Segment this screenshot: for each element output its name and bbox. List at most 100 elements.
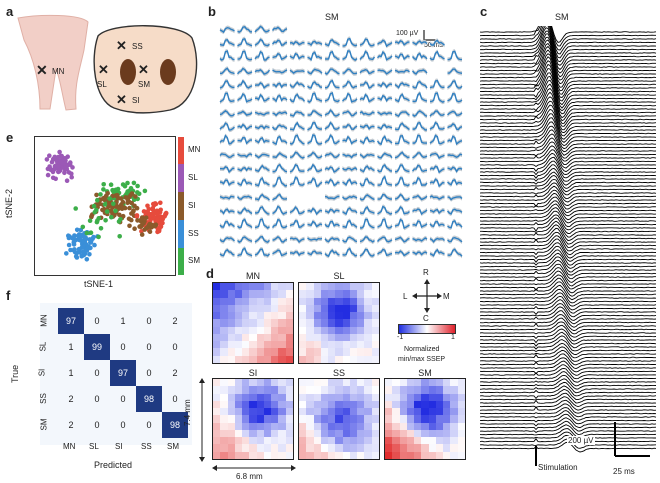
heatmap-cell xyxy=(306,444,315,453)
trace-line xyxy=(342,236,358,243)
trace-line xyxy=(359,153,375,159)
tsne-point xyxy=(102,197,107,202)
trace-line xyxy=(307,220,323,228)
trace-line xyxy=(429,220,445,228)
trace-line xyxy=(429,134,445,145)
heatmap-cell xyxy=(313,348,322,357)
heatmap-cell xyxy=(335,422,344,431)
trace-line xyxy=(254,125,270,130)
heatmap-cell xyxy=(234,348,243,357)
heatmap-cell xyxy=(278,444,287,453)
heatmap-cell xyxy=(450,437,459,445)
heatmap-cell xyxy=(278,400,287,409)
tsne-point xyxy=(91,203,97,209)
tsne-point xyxy=(79,254,84,259)
ssep-trace xyxy=(480,217,657,234)
heatmap-cell xyxy=(227,408,236,416)
ssep-trace xyxy=(480,403,657,414)
heatmap-cell xyxy=(406,437,415,445)
tsne-point xyxy=(64,251,69,256)
heatmap-cell xyxy=(299,386,307,395)
heatmap-cell xyxy=(306,326,315,335)
heatmap-cell xyxy=(278,386,287,395)
heatmap-cell xyxy=(249,429,258,438)
trace-line xyxy=(429,50,445,61)
trace-band xyxy=(220,37,235,48)
heatmap-cell xyxy=(392,379,401,387)
heatmap-cell xyxy=(364,451,373,459)
ssep-trace xyxy=(480,171,657,189)
tsne-point xyxy=(62,161,67,166)
heatmap-cell xyxy=(385,393,393,402)
heatmap-cell xyxy=(213,283,221,291)
heatmap-cell xyxy=(371,319,379,328)
mn-x-marker-icon: ✕ xyxy=(36,62,48,78)
compass-arrows-icon xyxy=(412,279,442,313)
trace-line xyxy=(237,153,253,158)
ssep-trace xyxy=(480,113,657,140)
trace-line xyxy=(359,165,375,173)
heatmap-cell xyxy=(278,319,287,328)
tsne-point xyxy=(104,209,110,214)
heatmap-cell xyxy=(421,429,430,438)
heatmap-cell xyxy=(278,297,287,306)
ssep-trace xyxy=(480,182,657,200)
heatmap-cell xyxy=(249,290,258,299)
heatmap-cell xyxy=(443,444,451,453)
heatmap-cell xyxy=(371,422,379,431)
heatmap-cell xyxy=(320,422,329,431)
trace-band xyxy=(255,49,270,63)
trace-line xyxy=(324,220,340,228)
trace-line xyxy=(254,153,270,159)
trace-line xyxy=(342,207,358,216)
heatmap-cell xyxy=(227,429,236,438)
heatmap-cell xyxy=(271,386,279,395)
trace-line xyxy=(377,94,393,103)
ssep-trace xyxy=(480,317,657,332)
heatmap-cell xyxy=(357,290,365,299)
heatmap-cell xyxy=(364,429,373,438)
heatmap-cell xyxy=(392,437,401,445)
heatmap-cell xyxy=(328,348,336,357)
trace-line xyxy=(447,110,463,116)
trace-band xyxy=(430,108,445,119)
heatmap-cell xyxy=(328,400,336,409)
ssep-trace xyxy=(480,26,657,51)
heatmap-cell xyxy=(385,386,393,395)
heatmap-cell xyxy=(342,341,351,349)
ssep-trace xyxy=(480,231,656,248)
trace-line xyxy=(307,207,323,216)
ssep-trace xyxy=(480,342,657,356)
heatmap-cell xyxy=(421,408,430,416)
trace-line xyxy=(236,195,253,200)
heatmap-cell xyxy=(242,355,250,363)
heatmap-cell xyxy=(306,393,315,402)
heatmap-cell xyxy=(306,333,315,342)
tsne-point xyxy=(142,227,147,232)
heatmap-cell xyxy=(320,408,329,416)
heatmap-cell xyxy=(256,312,265,320)
sl-x-marker-icon: ✕ xyxy=(98,62,109,77)
heatmap-cell xyxy=(278,341,287,349)
heatmap-cell xyxy=(328,290,336,299)
ssep-trace xyxy=(480,79,657,115)
dim-vertical-label: 7.4 mm xyxy=(183,399,192,426)
heatmap-cell xyxy=(450,400,459,409)
heatmap-cell xyxy=(278,290,287,299)
heatmap-cell xyxy=(435,379,444,387)
heatmap-cell xyxy=(263,326,272,335)
trace-line xyxy=(254,164,270,173)
heatmap-cell xyxy=(249,422,258,431)
trace-band xyxy=(307,132,322,147)
trace-band xyxy=(255,204,270,217)
heatmap-cell xyxy=(227,326,236,335)
heatmap-cell xyxy=(242,304,250,313)
trace-line xyxy=(289,237,305,243)
heatmap-cell xyxy=(392,393,401,402)
ssep-trace xyxy=(480,295,657,311)
heatmap-cell xyxy=(414,379,422,387)
heatmap-cell xyxy=(357,437,365,445)
trace-band xyxy=(447,91,462,104)
heatmap-cell xyxy=(320,348,329,357)
heatmap-cell xyxy=(320,429,329,438)
